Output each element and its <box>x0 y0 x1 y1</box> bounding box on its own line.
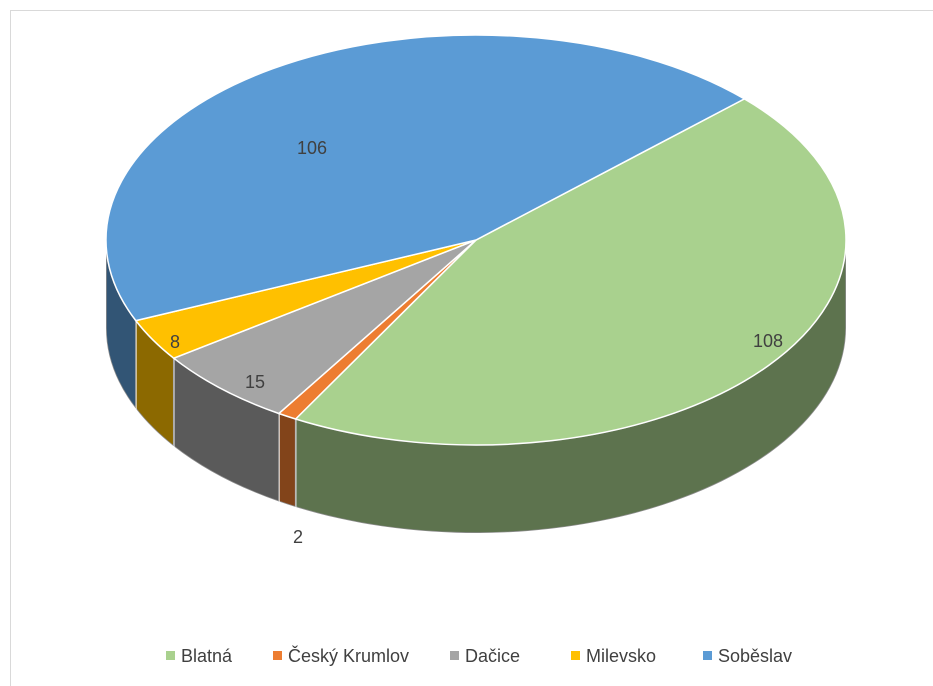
legend-label: Blatná <box>181 646 233 666</box>
data-label: 2 <box>293 527 303 547</box>
legend-label: Soběslav <box>718 646 792 666</box>
pie-sides <box>105 239 847 534</box>
legend-swatch <box>571 651 580 660</box>
legend-swatch <box>166 651 175 660</box>
pie-tops <box>105 34 847 446</box>
legend-swatch <box>273 651 282 660</box>
slice-side-shade <box>278 413 296 507</box>
legend-swatch <box>703 651 712 660</box>
slice-side-shade <box>295 240 847 533</box>
slice-side-shade <box>173 358 279 502</box>
slice <box>105 34 746 322</box>
legend-label: Český Krumlov <box>288 645 409 666</box>
slice <box>294 98 847 446</box>
legend-label: Milevsko <box>586 646 656 666</box>
data-label: 106 <box>297 138 327 158</box>
legend-swatch <box>450 651 459 660</box>
data-label: 15 <box>245 372 265 392</box>
slice <box>172 239 477 415</box>
data-label: 108 <box>753 331 783 351</box>
legend-label: Dačice <box>465 646 520 666</box>
data-label: 8 <box>170 332 180 352</box>
slice-side-shade <box>135 320 174 447</box>
data-labels: 108 2 15 8 106 <box>170 138 783 547</box>
legend: Blatná Český Krumlov Dačice Milevsko Soběsla… <box>166 645 792 666</box>
